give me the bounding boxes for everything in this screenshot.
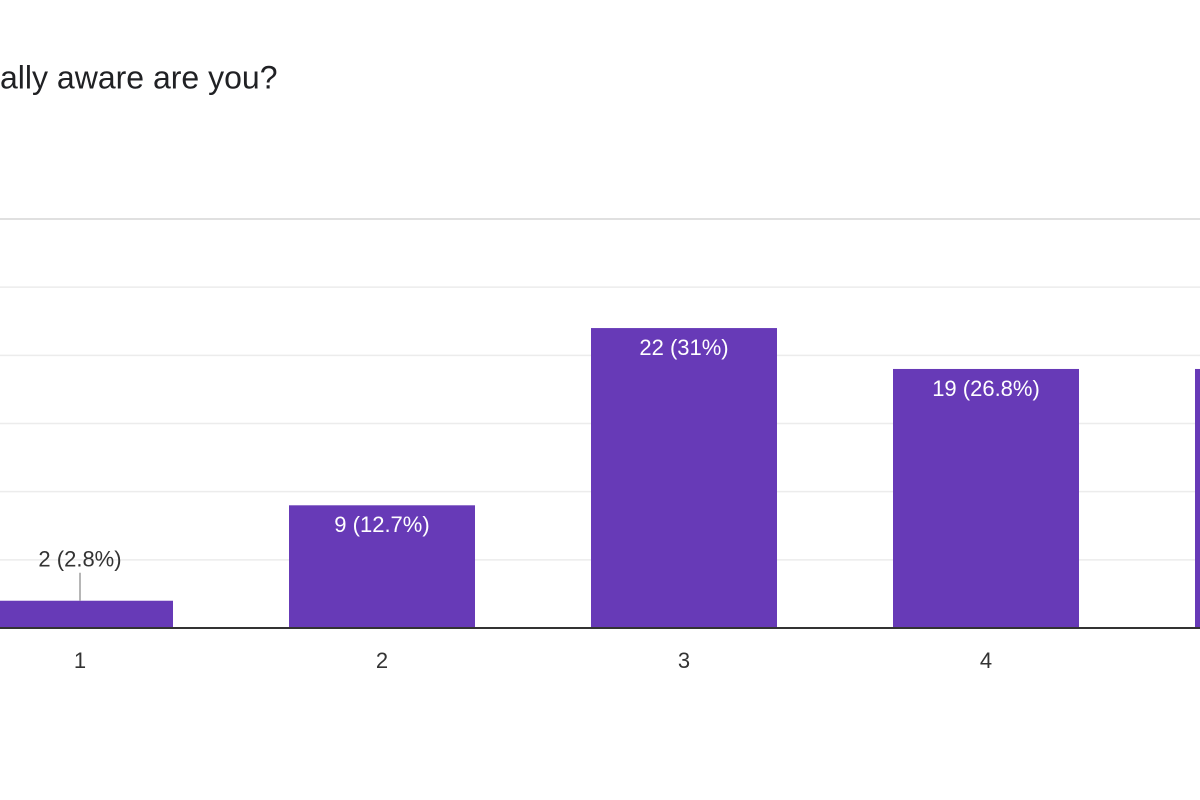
x-tick-label: 3 [678,648,690,673]
x-tick-label: 2 [376,648,388,673]
x-tick-label: 1 [74,648,86,673]
bar [893,368,1079,628]
x-tick-label: 4 [980,648,992,673]
value-label: 2 (2.8%) [38,547,121,572]
bar [0,600,173,628]
value-label: 19 (26.8%) [932,376,1040,401]
value-label: 22 (31%) [639,335,728,360]
chart-title: ally aware are you? [0,59,277,95]
value-label: 9 (12.7%) [334,512,429,537]
bar [591,328,777,628]
bar [1195,368,1200,628]
bar [289,505,475,628]
